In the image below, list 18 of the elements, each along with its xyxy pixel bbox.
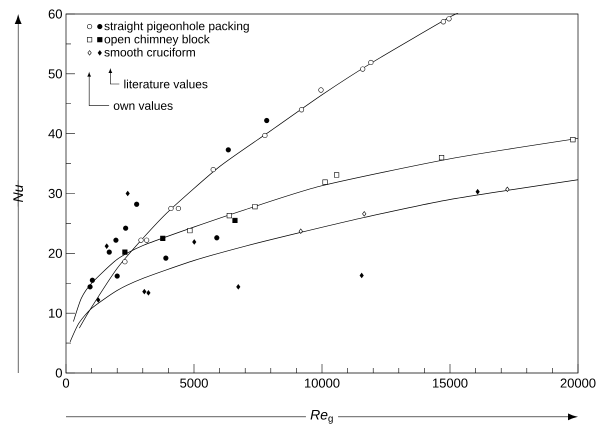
legend-label: straight pigeonhole packing <box>104 22 249 33</box>
y-tick-label: 40 <box>48 129 62 138</box>
y-tick-label: 30 <box>48 188 62 198</box>
y-tick-label: 50 <box>48 69 62 78</box>
x-tick-label: 15000 <box>432 378 468 388</box>
annotation: own values <box>114 101 173 110</box>
y-tick-label: 0 <box>56 368 62 378</box>
legend-label: open chimney block <box>104 34 210 46</box>
x-tick-label: 20000 <box>560 378 596 388</box>
y-tick-label: 20 <box>48 248 62 258</box>
y-tick-label: 10 <box>49 308 62 318</box>
y-tick-label: 60 <box>48 9 62 19</box>
x-axis-title: Re$_{g}$ <box>310 410 333 424</box>
legend-label: smooth cruciform <box>104 48 195 57</box>
annotation: literature values <box>124 80 208 88</box>
x-tick-label: 0 <box>62 378 70 388</box>
x-tick-label: 5000 <box>180 378 208 388</box>
x-tick-label: 10000 <box>304 378 340 388</box>
